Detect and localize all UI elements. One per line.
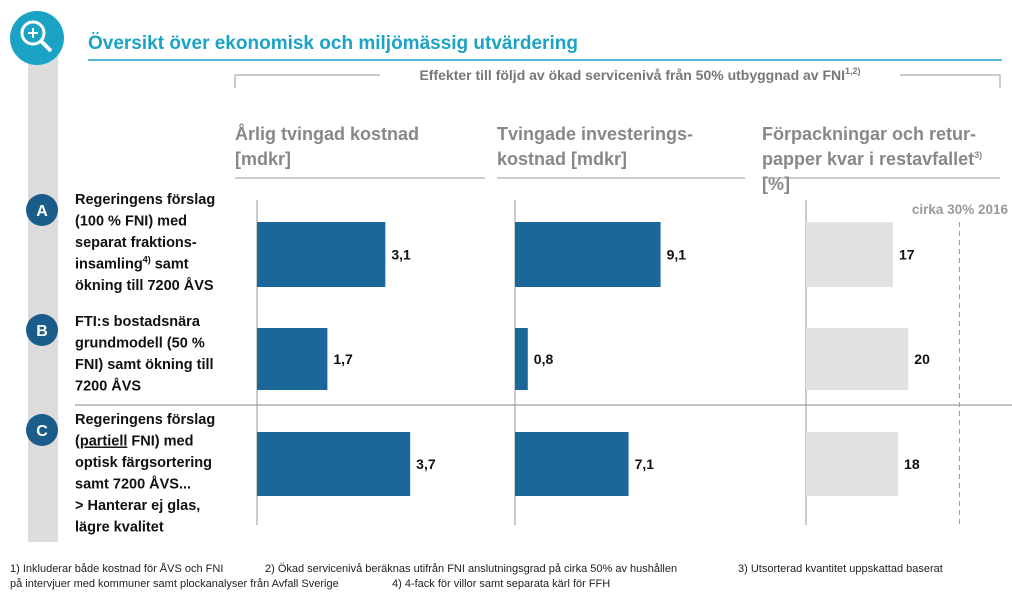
bar — [515, 328, 528, 390]
scenario-text: 7200 ÅVS — [75, 378, 141, 395]
scenario-text: samt 7200 ÅVS... — [75, 476, 191, 493]
value-label: 18 — [904, 456, 920, 472]
scenario-letter: C — [36, 423, 48, 440]
value-label: 3,1 — [391, 247, 411, 263]
subtitle: Effekter till följd av ökad servicenivå … — [419, 66, 860, 83]
chart-title: [%] — [762, 174, 790, 194]
bar — [806, 222, 893, 287]
chart-title: kostnad [mdkr] — [497, 149, 627, 169]
scenario-letter: B — [36, 323, 48, 340]
chart-title-line: kostnad [mdkr] — [497, 149, 627, 169]
bar — [806, 328, 909, 390]
value-label: 9,1 — [667, 247, 687, 263]
scenario-badge — [26, 314, 58, 346]
bar — [806, 432, 899, 496]
scenario-badge — [26, 414, 58, 446]
scenario-letter: A — [36, 203, 48, 220]
scenario-text-part: separat fraktions- — [75, 235, 197, 251]
chart-title: papper kvar i restavfallet3) — [762, 149, 982, 169]
scenario-text-part: partiell — [80, 434, 128, 450]
chart-title-line: papper kvar i restavfallet — [762, 149, 974, 169]
scenario-badge — [26, 194, 58, 226]
scenario-text-part: FNI) med — [127, 434, 193, 450]
scenario-text-part: Regeringens förslag — [75, 192, 215, 208]
footnote: 2) Ökad servicenivå beräknas utifrån FNI… — [265, 563, 677, 575]
scenario-text-part: 4) — [143, 255, 151, 265]
chart-title: [mdkr] — [235, 149, 291, 169]
value-label: 20 — [914, 351, 930, 367]
footnote: 1) Inkluderar både kostnad för ÅVS och F… — [10, 562, 223, 575]
subtitle-bg — [380, 64, 900, 84]
chart-title-note: 3) — [974, 150, 982, 160]
scenario-text-part: optisk färgsortering — [75, 455, 212, 471]
chart-title-line: Årlig tvingad kostnad — [235, 124, 419, 144]
scenario-text: grundmodell (50 % — [75, 336, 205, 352]
bar — [257, 328, 328, 390]
value-label: 3,7 — [416, 456, 436, 472]
value-label: 1,7 — [333, 351, 353, 367]
chart-title-line: [%] — [762, 174, 790, 194]
value-label: 7,1 — [635, 456, 655, 472]
scenario-text-part: ökning till 7200 ÅVS — [75, 277, 214, 294]
logo-plus — [28, 28, 38, 38]
footnote: 4) 4-fack för villor samt separata kärl … — [392, 578, 610, 590]
scenario-text-part: > Hanterar ej glas, — [75, 498, 200, 514]
scenario-text-part: samt 7200 ÅVS... — [75, 476, 191, 493]
scenario-text: (partiell FNI) med — [75, 434, 193, 450]
bar — [257, 222, 386, 287]
scenario-text: > Hanterar ej glas, — [75, 498, 200, 514]
scenario-text: insamling4) samt — [75, 255, 189, 273]
scenario-text: ökning till 7200 ÅVS — [75, 277, 214, 294]
value-label: 17 — [899, 247, 915, 263]
scenario-text-part: Regeringens förslag — [75, 412, 215, 428]
chart-title-line: [mdkr] — [235, 149, 291, 169]
scenario-text-part: ( — [75, 434, 80, 450]
side-band — [28, 50, 58, 542]
logo — [10, 11, 64, 65]
scenario-text: Regeringens förslag — [75, 412, 215, 428]
scenario-text: FNI) samt ökning till — [75, 357, 214, 373]
scenario-text-part: FTI:s bostadsnära — [75, 314, 201, 330]
footnote: 3) Utsorterad kvantitet uppskattad baser… — [738, 563, 943, 575]
scenario-text-part: (100 % FNI) med — [75, 214, 187, 230]
scenario-text: (100 % FNI) med — [75, 214, 187, 230]
logo-lens — [20, 20, 46, 46]
scenario-text: optisk färgsortering — [75, 455, 212, 471]
chart-title: Förpackningar och retur- — [762, 124, 976, 144]
bar — [515, 222, 661, 287]
scenario-text-part: grundmodell (50 % — [75, 336, 205, 352]
value-label: 0,8 — [534, 351, 554, 367]
scenario-text: Regeringens förslag — [75, 192, 215, 208]
bar — [257, 432, 411, 496]
annotation: cirka 30% 2016 — [912, 202, 1009, 217]
chart-title-line: Tvingade investerings- — [497, 124, 693, 144]
scenario-text: lägre kvalitet — [75, 520, 164, 536]
chart-title: Årlig tvingad kostnad — [235, 124, 419, 144]
scenario-text-part: 7200 ÅVS — [75, 378, 141, 395]
scenario-text: separat fraktions- — [75, 235, 197, 251]
scenario-text: FTI:s bostadsnära — [75, 314, 201, 330]
chart-title-line: Förpackningar och retur- — [762, 124, 976, 144]
scenario-text-part: FNI) samt ökning till — [75, 357, 214, 373]
bar — [515, 432, 629, 496]
scenario-text-part: samt — [151, 257, 189, 273]
scenario-text-part: lägre kvalitet — [75, 520, 164, 536]
title: Översikt över ekonomisk och miljömässig … — [88, 33, 578, 54]
scenario-text-part: insamling — [75, 257, 143, 273]
footnote: på intervjuer med kommuner samt plockana… — [10, 578, 339, 590]
logo-handle — [39, 39, 53, 53]
chart-title: Tvingade investerings- — [497, 124, 693, 144]
